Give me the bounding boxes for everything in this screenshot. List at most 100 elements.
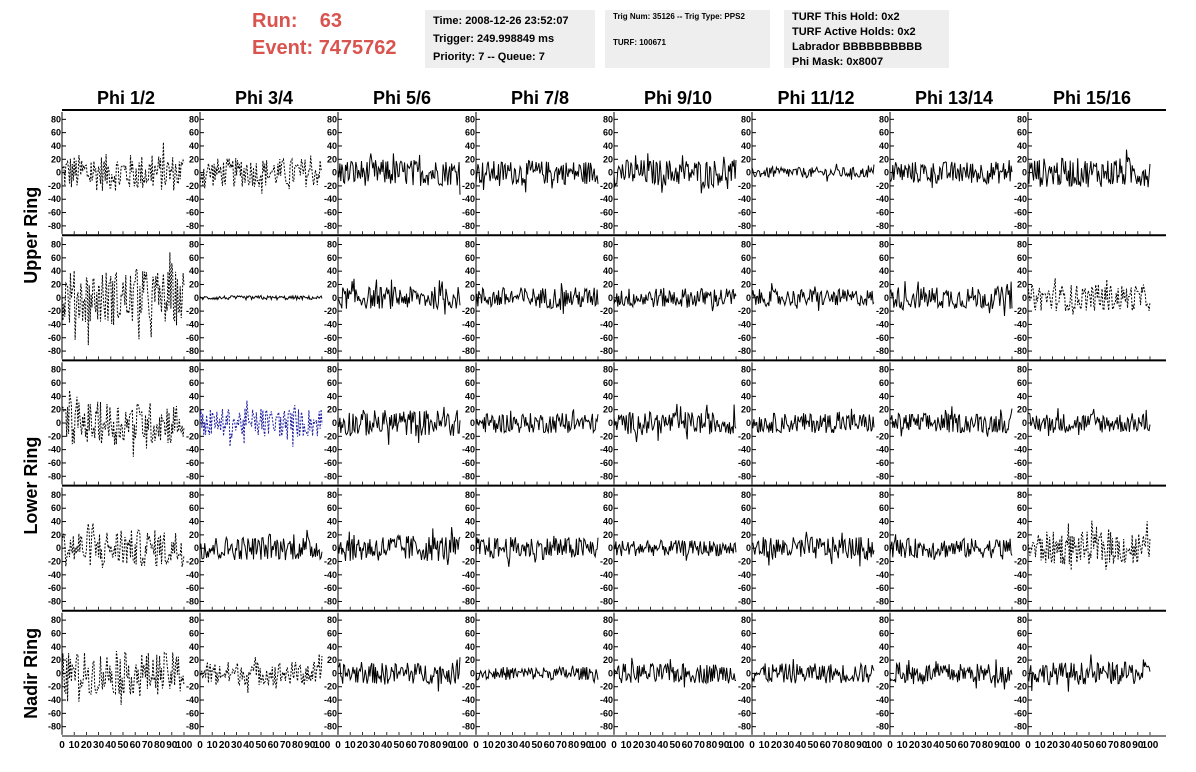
y-tick-label-3-1-0: -80 [186,596,199,606]
y-tick-label-1-2-0: -80 [324,346,337,356]
y-tick-label-4-1-6: 40 [189,642,199,652]
y-tick-label-0-4-4: 0 [608,168,613,178]
y-tick-label-1-0-8: 80 [51,240,61,250]
y-tick-label-0-2-7: 60 [327,128,337,138]
event-label: Event: [252,37,314,59]
row-label-0: Upper Ring [21,187,41,284]
y-tick-label-4-0-2: -40 [48,695,61,705]
x-tick-label-4-3: 30 [645,740,657,751]
y-tick-label-3-3-8: 80 [465,490,475,500]
y-tick-label-4-7-3: -20 [1014,682,1027,692]
trigger-text: Trigger: 249.998849 ms [433,33,555,45]
y-tick-label-2-1-3: -20 [186,431,199,441]
x-tick-label-2-6: 60 [406,740,418,751]
time-info-box: Time: 2008-12-26 23:52:07 Trigger: 249.9… [425,10,595,68]
x-tick-label-6-0: 0 [887,740,893,751]
y-tick-label-4-6-6: 40 [879,642,889,652]
y-tick-label-4-3-5: 20 [465,655,475,665]
y-tick-label-3-5-8: 80 [741,490,751,500]
y-tick-label-3-4-8: 80 [603,490,613,500]
y-tick-label-2-1-0: -80 [186,471,199,481]
y-tick-label-4-2-6: 40 [327,642,337,652]
y-tick-label-4-7-1: -60 [1014,708,1027,718]
y-tick-label-4-1-4: 0 [194,668,199,678]
y-tick-label-3-7-4: 0 [1022,543,1027,553]
y-tick-label-1-0-3: -20 [48,306,61,316]
y-tick-label-1-7-6: 40 [1017,266,1027,276]
y-tick-label-4-1-5: 20 [189,655,199,665]
y-tick-label-2-3-1: -60 [462,458,475,468]
y-tick-label-1-5-0: -80 [738,346,751,356]
y-tick-label-3-3-2: -40 [462,570,475,580]
y-tick-label-0-6-7: 60 [879,128,889,138]
y-tick-label-0-6-6: 40 [879,141,889,151]
y-tick-label-4-2-0: -80 [324,722,337,732]
trig-info-box: Trig Num: 35126 -- Trig Type: PPS2 TURF:… [605,10,770,68]
y-tick-label-2-4-6: 40 [603,391,613,401]
event-row: Event: 7475762 [252,35,397,62]
y-tick-label-3-4-5: 20 [603,530,613,540]
waveform-2-0 [61,390,185,457]
y-tick-label-0-7-7: 60 [1017,128,1027,138]
y-tick-label-1-0-4: 0 [56,293,61,303]
y-tick-label-4-3-4: 0 [470,668,475,678]
x-tick-label-6-10: 100 [1004,740,1021,751]
y-tick-label-2-2-8: 80 [327,365,337,375]
y-tick-label-0-5-2: -40 [738,194,751,204]
y-tick-label-0-4-3: -20 [600,181,613,191]
y-tick-label-3-7-3: -20 [1014,557,1027,567]
y-tick-label-4-1-2: -40 [186,695,199,705]
y-tick-label-1-0-0: -80 [48,346,61,356]
y-tick-label-2-2-4: 0 [332,418,337,428]
y-tick-label-4-7-7: 60 [1017,628,1027,638]
y-tick-label-0-4-0: -80 [600,221,613,231]
y-tick-label-4-6-3: -20 [876,682,889,692]
y-tick-label-3-2-5: 20 [327,530,337,540]
y-tick-label-0-1-8: 80 [189,114,199,124]
y-tick-label-2-0-7: 60 [51,378,61,388]
x-tick-label-5-5: 50 [807,740,819,751]
y-tick-label-0-5-6: 40 [741,141,751,151]
y-tick-label-2-1-6: 40 [189,391,199,401]
x-tick-label-5-9: 90 [856,740,868,751]
y-tick-label-1-7-0: -80 [1014,346,1027,356]
waveform-4-3 [475,665,599,685]
y-tick-label-0-4-1: -60 [600,208,613,218]
y-tick-label-3-5-6: 40 [741,517,751,527]
waveform-4-4 [613,657,736,688]
y-tick-label-1-4-0: -80 [600,346,613,356]
y-tick-label-3-2-3: -20 [324,557,337,567]
y-tick-label-0-2-2: -40 [324,194,337,204]
column-header-0: Phi 1/2 [97,88,155,108]
y-tick-label-2-1-1: -60 [186,458,199,468]
y-tick-label-0-2-3: -20 [324,181,337,191]
y-tick-label-3-7-1: -60 [1014,583,1027,593]
y-tick-label-2-0-5: 20 [51,405,61,415]
y-tick-label-1-3-4: 0 [470,293,475,303]
x-tick-label-3-1: 10 [483,740,495,751]
y-tick-label-4-2-3: -20 [324,682,337,692]
y-tick-label-4-2-4: 0 [332,668,337,678]
x-tick-label-6-1: 10 [897,740,909,751]
x-tick-label-7-6: 60 [1096,740,1108,751]
y-tick-label-4-5-8: 80 [741,615,751,625]
y-tick-label-1-6-3: -20 [876,306,889,316]
y-tick-label-3-1-5: 20 [189,530,199,540]
y-tick-label-0-0-0: -80 [48,221,61,231]
x-tick-label-4-4: 40 [657,740,669,751]
y-tick-label-0-7-4: 0 [1022,168,1027,178]
y-tick-label-4-1-3: -20 [186,682,199,692]
y-tick-label-3-6-1: -60 [876,583,889,593]
y-tick-label-0-0-8: 80 [51,114,61,124]
y-tick-label-3-2-2: -40 [324,570,337,580]
y-tick-label-4-7-5: 20 [1017,655,1027,665]
waveform-4-0 [61,650,185,705]
y-tick-label-3-0-0: -80 [48,596,61,606]
y-tick-label-0-1-0: -80 [186,221,199,231]
x-tick-label-5-2: 20 [771,740,783,751]
y-tick-label-4-3-7: 60 [465,628,475,638]
x-tick-label-1-5: 50 [255,740,267,751]
x-tick-label-0-6: 60 [130,740,142,751]
y-tick-label-2-6-5: 20 [879,405,889,415]
x-tick-label-4-9: 90 [718,740,730,751]
